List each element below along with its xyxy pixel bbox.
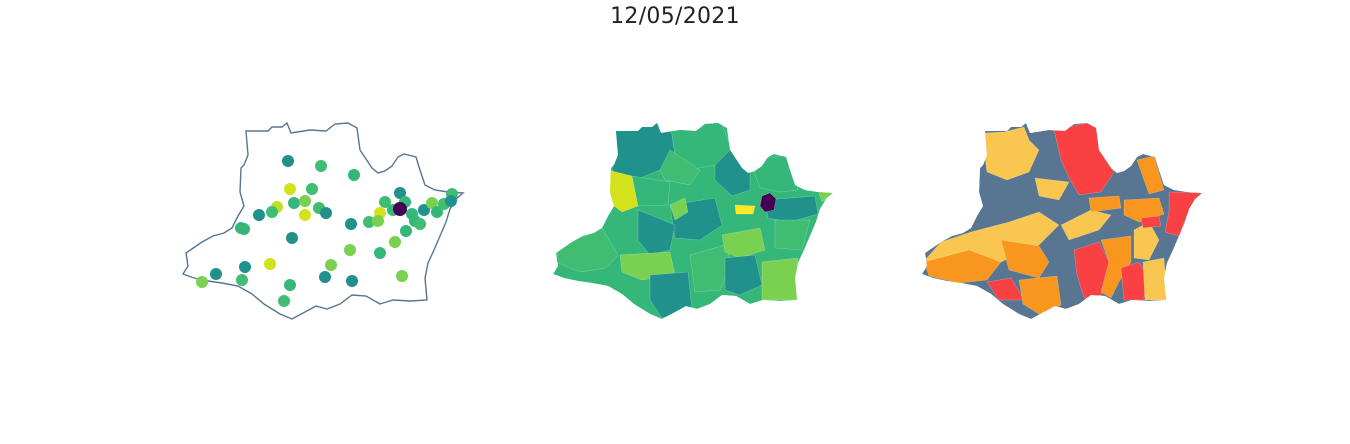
- region: [1034, 177, 1070, 201]
- region: [1136, 155, 1165, 195]
- municipality-point: [379, 196, 391, 208]
- municipality-point: [348, 169, 360, 181]
- municipality-point: [393, 202, 407, 216]
- municipality-point: [414, 218, 426, 230]
- municipality-regions: [553, 123, 833, 319]
- choropleth-map-panel: [553, 123, 833, 319]
- region: [1100, 235, 1132, 299]
- risk-map-panel: [922, 123, 1202, 319]
- municipality-point: [431, 206, 443, 218]
- municipality-point: [389, 236, 401, 248]
- municipality-point: [210, 268, 222, 280]
- municipality-point: [284, 279, 296, 291]
- municipality-point: [315, 160, 327, 172]
- state-outline: [181, 121, 465, 320]
- municipality-point: [344, 244, 356, 256]
- municipality-point: [282, 155, 294, 167]
- region: [1140, 215, 1162, 229]
- municipality-point: [196, 276, 208, 288]
- municipality-point: [396, 270, 408, 282]
- municipality-point: [394, 187, 406, 199]
- points-map-panel: [181, 121, 465, 320]
- region: [1164, 191, 1202, 237]
- municipality-point: [320, 207, 332, 219]
- region: [1000, 239, 1050, 279]
- region: [631, 175, 671, 207]
- region: [982, 126, 1040, 181]
- region: [759, 192, 777, 213]
- municipality-point: [278, 295, 290, 307]
- municipality-point: [288, 197, 300, 209]
- region: [659, 149, 701, 186]
- region: [774, 219, 811, 251]
- municipality-point: [445, 195, 457, 207]
- region: [764, 195, 819, 223]
- municipality-point: [286, 232, 298, 244]
- region: [1073, 241, 1110, 299]
- municipality-point: [346, 275, 358, 287]
- municipality-point: [325, 259, 337, 271]
- region: [761, 257, 799, 301]
- municipality-point: [372, 215, 384, 227]
- region: [1088, 195, 1122, 213]
- points-layer: [196, 155, 458, 307]
- municipality-point: [426, 197, 438, 209]
- region: [669, 197, 689, 221]
- region: [734, 204, 756, 215]
- municipality-point: [345, 218, 357, 230]
- municipality-point: [374, 247, 386, 259]
- region: [1060, 209, 1112, 241]
- region: [1142, 257, 1168, 301]
- municipality-point: [299, 195, 311, 207]
- municipality-point: [306, 183, 318, 195]
- page-title: 12/05/2021: [610, 4, 740, 29]
- region: [721, 227, 766, 259]
- municipality-point: [264, 258, 276, 270]
- municipality-point: [400, 225, 412, 237]
- municipality-point: [418, 204, 430, 216]
- municipality-point: [284, 183, 296, 195]
- municipality-point: [236, 274, 248, 286]
- municipality-point: [266, 206, 278, 218]
- municipality-point: [363, 216, 375, 228]
- region: [923, 249, 1002, 284]
- region: [724, 254, 763, 296]
- municipality-point: [319, 271, 331, 283]
- risk-regions: [922, 123, 1202, 319]
- municipality-point: [299, 209, 311, 221]
- municipality-point: [239, 261, 251, 273]
- municipality-point: [238, 223, 250, 235]
- region: [637, 209, 676, 256]
- municipality-point: [253, 209, 265, 221]
